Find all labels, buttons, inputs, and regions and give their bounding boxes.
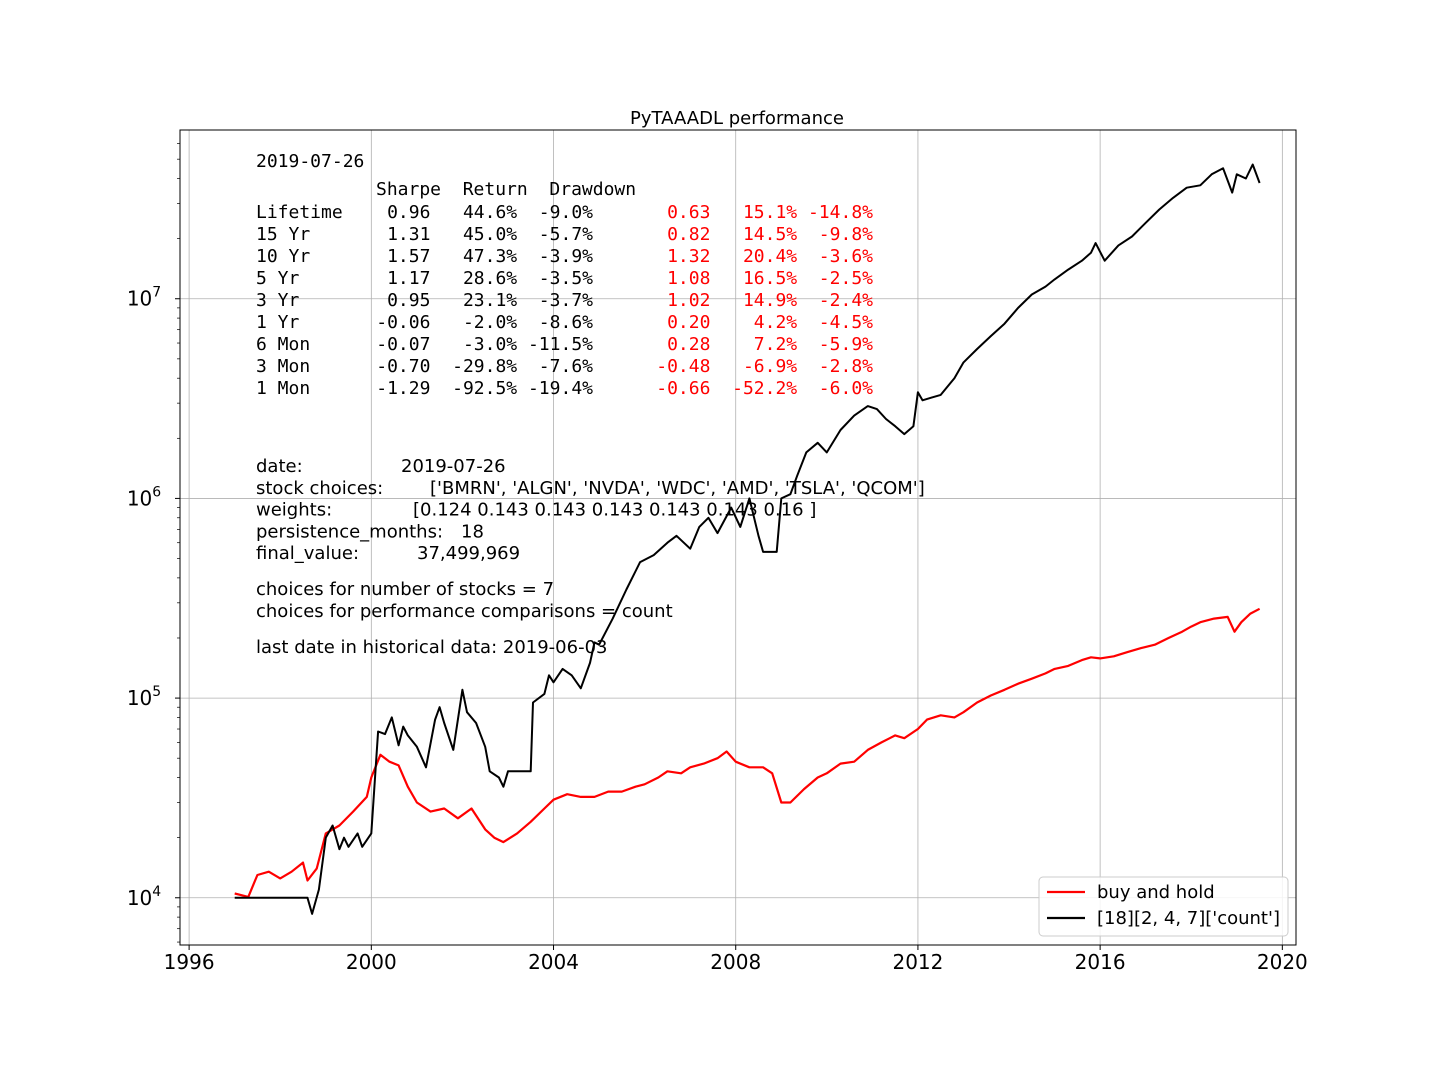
info-label: final_value: (256, 543, 359, 564)
legend-box (1038, 876, 1289, 937)
legend-label: [18][2, 4, 7]['count'] (1097, 908, 1280, 929)
annotations: 2019-07-26 Sharpe Return Drawdown Lifetime… (256, 151, 925, 658)
x-tick-label: 2020 (1257, 950, 1308, 974)
choices-performance-text: choices for performance comparisons = co… (256, 601, 673, 622)
grid-lines (180, 130, 1296, 945)
stats-row-buy-hold: 1.08 16.5% -2.5% (667, 268, 873, 289)
info-value: [0.124 0.143 0.143 0.143 0.143 0.143 0.1… (413, 500, 816, 521)
y-tick-base: 10 (127, 287, 152, 311)
info-value: ['BMRN', 'ALGN', 'NVDA', 'WDC', 'AMD', '… (430, 478, 925, 499)
stats-header: Sharpe Return Drawdown (376, 179, 636, 200)
info-label: stock choices: (256, 478, 383, 499)
y-tick-base: 10 (127, 686, 152, 710)
stats-row-buy-hold: 0.28 7.2% -5.9% (667, 334, 873, 355)
plot-frame (179, 129, 1297, 946)
info-value: 18 (461, 521, 484, 542)
x-tick-label: 2012 (892, 950, 943, 974)
legend-label: buy and hold (1097, 882, 1215, 903)
choices-stocks-text: choices for number of stocks = 7 (256, 579, 554, 600)
series-layer (234, 163, 1261, 915)
info-value: 37,499,969 (417, 543, 520, 564)
stats-row-label: 1 Yr (256, 312, 300, 333)
legend: buy and hold [18][2, 4, 7]['count'] (1038, 876, 1289, 937)
x-tick-label: 2016 (1075, 950, 1126, 974)
stats-date: 2019-07-26 (256, 151, 364, 172)
x-tick-label: 2004 (528, 950, 579, 974)
stats-row-strategy: 1.31 45.0% -5.7% (387, 224, 593, 245)
buy-and-hold-line (234, 607, 1261, 899)
y-tick-label: 104 (127, 884, 161, 910)
y-tick-label: 107 (127, 285, 161, 311)
stats-row-buy-hold: 0.63 15.1% -14.8% (667, 202, 873, 223)
stats-row-label: 1 Mon (256, 378, 310, 399)
y-tick-exponent: 6 (152, 484, 161, 500)
info-value: 2019-07-26 (401, 456, 506, 477)
stats-row-strategy: -0.07 -3.0% -11.5% (376, 334, 593, 355)
stats-row-label: 10 Yr (256, 246, 310, 267)
stats-row-label: 15 Yr (256, 224, 310, 245)
strategy-line (234, 163, 1261, 915)
info-label: persistence_months: (256, 521, 443, 542)
stats-row-label: 6 Mon (256, 334, 310, 355)
x-tick-label: 2000 (346, 950, 397, 974)
last-date-text: last date in historical data: 2019-06-03 (256, 637, 607, 658)
x-tick-label: 1996 (164, 950, 215, 974)
stats-row-buy-hold: -0.66 -52.2% -6.0% (656, 378, 873, 399)
stats-row-label: Lifetime (256, 202, 343, 223)
stats-row-label: 3 Mon (256, 356, 310, 377)
stats-row-strategy: -1.29 -92.5% -19.4% (376, 378, 593, 399)
x-tick-label: 2008 (710, 950, 761, 974)
stats-row-buy-hold: 0.82 14.5% -9.8% (667, 224, 873, 245)
y-tick-exponent: 7 (152, 285, 161, 301)
stats-row-buy-hold: 0.20 4.2% -4.5% (667, 312, 873, 333)
stats-row-strategy: -0.70 -29.8% -7.6% (376, 356, 593, 377)
stats-row-strategy: -0.06 -2.0% -8.6% (376, 312, 593, 333)
y-tick-base: 10 (127, 486, 152, 510)
stats-row-buy-hold: -0.48 -6.9% -2.8% (656, 356, 873, 377)
y-tick-label: 106 (127, 484, 161, 510)
stats-row-buy-hold: 1.02 14.9% -2.4% (667, 290, 873, 311)
stats-row-strategy: 0.95 23.1% -3.7% (387, 290, 593, 311)
stats-row-strategy: 0.96 44.6% -9.0% (387, 202, 593, 223)
chart-title: PyTAAADL performance (630, 108, 844, 129)
stats-row-strategy: 1.17 28.6% -3.5% (387, 268, 593, 289)
stats-row-label: 5 Yr (256, 268, 300, 289)
y-tick-exponent: 4 (152, 884, 161, 900)
y-tick-exponent: 5 (152, 684, 161, 700)
y-tick-label: 105 (127, 684, 161, 710)
stats-row-strategy: 1.57 47.3% -3.9% (387, 246, 593, 267)
y-tick-base: 10 (127, 886, 152, 910)
info-label: weights: (256, 500, 332, 521)
info-label: date: (256, 456, 303, 477)
stats-row-buy-hold: 1.32 20.4% -3.6% (667, 246, 873, 267)
stats-row-label: 3 Yr (256, 290, 300, 311)
